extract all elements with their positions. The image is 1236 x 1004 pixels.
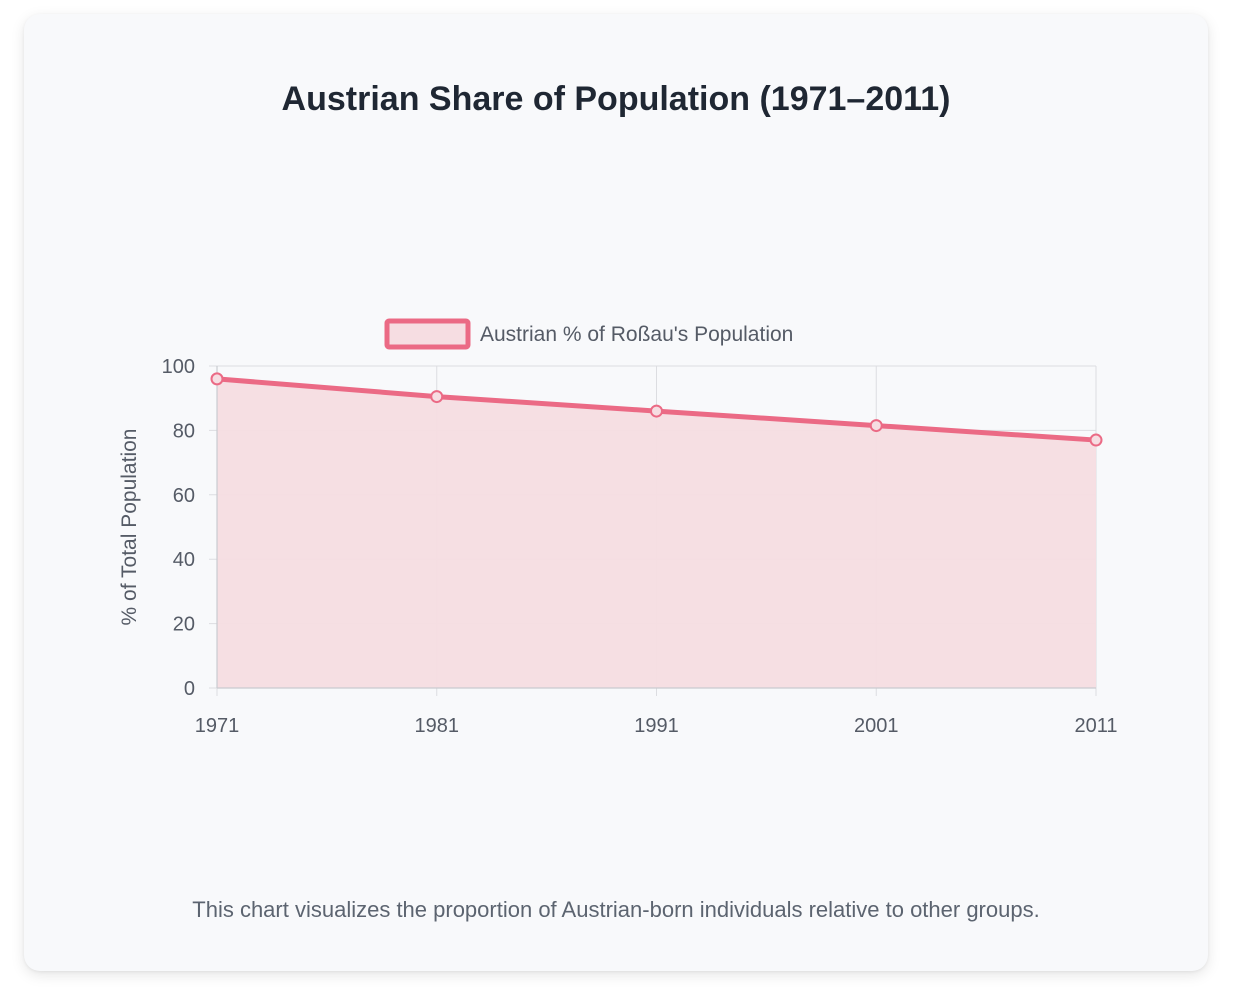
chart-card: Austrian Share of Population (1971–2011)… [24,14,1208,971]
data-point [430,390,444,404]
y-tick-label: 60 [173,485,195,507]
series-area [217,378,1096,688]
data-point [210,372,224,386]
y-tick-label: 80 [173,420,195,442]
x-tick-label: 1981 [415,715,460,737]
legend-label: Austrian % of Roßau's Population [480,323,793,346]
x-tick-label: 2001 [854,715,899,737]
legend-swatch [384,318,471,350]
area-chart: 0 20 40 60 80 100 1971 1981 1991 2001 2011 % of Tot… [118,318,1118,737]
area-fill-layer [217,378,1096,688]
y-tick-label: 40 [173,549,195,571]
y-tick-label: 100 [162,356,195,378]
chart-title: Austrian Share of Population (1971–2011) [281,80,951,118]
x-tick-label: 1991 [634,715,679,737]
y-tick-label: 20 [173,614,195,636]
data-point [1089,433,1103,447]
data-point [650,404,663,418]
chart-caption: This chart visualizes the proportion of … [192,897,1040,922]
x-tick-label: 2011 [1074,715,1117,737]
y-tick-label: 0 [184,678,195,700]
y-axis-title: % of Total Population [118,429,141,626]
axes [216,366,1096,689]
tick-labels: 0 20 40 60 80 100 1971 1981 1991 2001 2011 % of Tot… [118,356,1118,737]
x-tick-label: 1971 [195,715,240,737]
legend[interactable]: Austrian % of Roßau's Population [384,318,793,350]
data-point [869,419,883,433]
data-points [210,372,1103,447]
